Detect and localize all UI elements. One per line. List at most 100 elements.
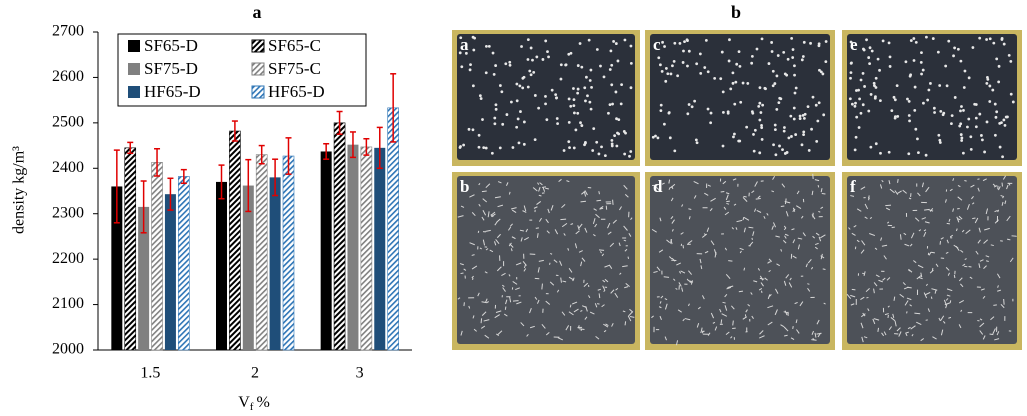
fiber-streak xyxy=(508,226,512,231)
fiber-streak xyxy=(946,288,953,292)
fiber-dot xyxy=(690,105,694,109)
fiber-streak xyxy=(738,290,744,293)
fiber-dot xyxy=(775,108,779,111)
fiber-dot xyxy=(661,40,664,44)
fiber-dot xyxy=(550,88,554,92)
fiber-dot xyxy=(767,62,771,65)
fiber-streak xyxy=(609,242,615,248)
fiber-streak xyxy=(584,190,588,196)
fiber-streak xyxy=(545,300,551,305)
y-tick-label: 2300 xyxy=(52,204,84,221)
fiber-streak xyxy=(930,296,933,300)
fiber-streak xyxy=(538,217,542,222)
fiber-streak xyxy=(903,232,907,236)
fiber-streak xyxy=(497,181,502,184)
fiber-streak xyxy=(494,221,498,226)
fiber-streak xyxy=(888,326,893,331)
fiber-dot xyxy=(942,111,946,115)
fiber-streak xyxy=(816,319,820,325)
fiber-dot xyxy=(739,100,743,104)
fiber-streak xyxy=(780,205,785,208)
fiber-streak xyxy=(724,293,728,298)
fiber-dot xyxy=(761,103,765,107)
fiber-streak xyxy=(811,330,814,335)
fiber-dot xyxy=(478,94,482,98)
fiber-streak xyxy=(894,190,899,195)
fiber-dot xyxy=(760,138,764,141)
fiber-dot xyxy=(741,81,745,85)
fiber-dot xyxy=(746,82,750,85)
fiber-streak xyxy=(539,182,543,186)
fiber-streak xyxy=(911,333,914,337)
error-bar xyxy=(231,120,238,142)
fiber-streak xyxy=(946,294,951,297)
fiber-streak xyxy=(846,293,852,300)
fiber-dot xyxy=(586,94,589,98)
fiber-dot xyxy=(758,151,762,155)
fiber-streak xyxy=(797,244,800,250)
fiber-streak xyxy=(996,331,1000,336)
fiber-streak xyxy=(755,197,761,200)
fiber-streak xyxy=(799,301,804,307)
fiber-dot xyxy=(576,111,580,115)
fiber-dot xyxy=(607,111,610,115)
fiber-streak xyxy=(959,283,964,288)
panel-label: d xyxy=(653,177,663,196)
fiber-streak xyxy=(940,329,944,336)
fiber-streak xyxy=(509,296,512,303)
fiber-streak xyxy=(578,250,583,253)
fiber-streak xyxy=(538,186,541,192)
fiber-streak xyxy=(774,288,779,294)
fiber-dot xyxy=(1000,38,1004,41)
fiber-streak xyxy=(996,273,1001,279)
fiber-dot xyxy=(873,84,876,88)
fiber-dot xyxy=(490,151,494,155)
fiber-dot xyxy=(628,154,631,158)
fiber-streak xyxy=(881,179,884,183)
fiber-streak xyxy=(668,179,671,184)
fiber-streak xyxy=(573,308,579,313)
fiber-dot xyxy=(995,57,999,61)
error-bar xyxy=(140,180,147,234)
fiber-streak xyxy=(607,231,612,235)
error-bar xyxy=(113,149,120,224)
fiber-dot xyxy=(619,102,623,106)
fiber-dot xyxy=(1001,155,1004,159)
fiber-streak xyxy=(460,330,463,336)
fiber-dot xyxy=(988,84,992,88)
fiber-dot xyxy=(573,111,576,115)
bar xyxy=(124,147,137,351)
fiber-streak xyxy=(958,277,963,282)
fiber-dot xyxy=(758,118,762,122)
fiber-dot xyxy=(868,62,872,65)
fiber-streak xyxy=(791,228,795,231)
fiber-dot xyxy=(959,133,963,136)
fiber-streak xyxy=(759,330,764,335)
fiber-dot xyxy=(583,141,587,145)
fiber-dot xyxy=(498,146,502,150)
fiber-streak xyxy=(982,295,986,299)
fiber-streak xyxy=(797,237,803,240)
fiber-dot xyxy=(821,72,825,76)
fiber-streak xyxy=(807,283,810,285)
fiber-streak xyxy=(726,286,732,290)
fiber-streak xyxy=(867,308,870,312)
fiber-dot xyxy=(699,72,703,75)
fiber-streak xyxy=(754,208,757,212)
fiber-streak xyxy=(823,302,826,305)
fiber-streak xyxy=(796,190,800,195)
fiber-dot xyxy=(1006,115,1009,119)
fiber-streak xyxy=(928,251,932,256)
fiber-dot xyxy=(519,110,522,113)
fiber-streak xyxy=(784,310,788,316)
fiber-dot xyxy=(779,97,783,101)
fiber-streak xyxy=(520,237,523,242)
fiber-streak xyxy=(814,332,817,338)
fiber-streak xyxy=(689,281,692,284)
fiber-streak xyxy=(923,229,927,232)
fiber-streak xyxy=(918,276,923,280)
fiber-streak xyxy=(873,282,878,287)
fiber-streak xyxy=(897,178,899,183)
fiber-streak xyxy=(661,182,665,185)
fiber-streak xyxy=(938,317,941,322)
